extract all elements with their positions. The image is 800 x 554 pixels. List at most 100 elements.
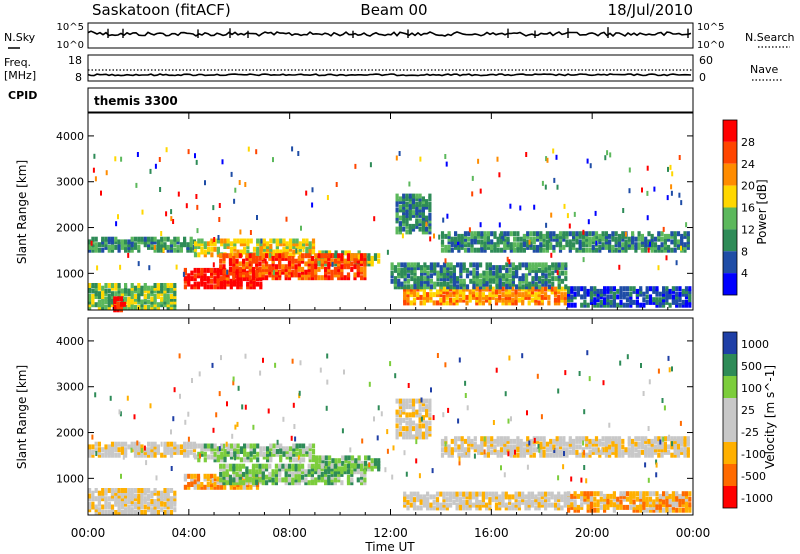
- heatmap-cell: [449, 276, 453, 282]
- heatmap-cell: [516, 452, 520, 458]
- heatmap-cell: [353, 469, 357, 475]
- heatmap-cell: [482, 273, 486, 279]
- freq-panel-frame: [87, 54, 694, 82]
- heatmap-cell: [540, 294, 544, 300]
- heatmap-cell: [676, 242, 681, 248]
- heatmap-cell: [426, 270, 430, 276]
- heatmap-cell: [507, 451, 510, 457]
- heatmap-cell: [274, 264, 278, 270]
- heatmap-cell: [653, 244, 658, 250]
- heatmap-cell: [238, 261, 242, 267]
- heatmap-cell: [219, 463, 223, 469]
- heatmap-cell: [137, 496, 141, 502]
- heatmap-cell: [88, 285, 92, 291]
- heatmap-cell: [269, 246, 273, 252]
- heatmap-cell: [467, 449, 471, 455]
- heatmap-cell: [97, 291, 101, 297]
- heatmap-cell: [670, 190, 673, 196]
- heatmap-cell: [330, 463, 334, 469]
- heatmap-cell: [475, 265, 479, 271]
- heatmap-cell: [137, 239, 141, 245]
- heatmap-cell: [217, 235, 220, 240]
- heatmap-cell: [291, 269, 295, 275]
- heatmap-cell: [405, 401, 409, 407]
- heatmap-cell: [153, 283, 157, 288]
- heatmap-cell: [140, 496, 144, 502]
- colorbar-tick-label: 20: [741, 180, 755, 193]
- heatmap-cell: [477, 231, 481, 237]
- heatmap-cell: [627, 447, 631, 453]
- heatmap-cell: [389, 361, 392, 367]
- heatmap-cell: [492, 273, 496, 279]
- heatmap-cell: [518, 265, 522, 271]
- heatmap-cell: [246, 281, 250, 287]
- heatmap-cell: [485, 505, 489, 511]
- heatmap-cell: [91, 493, 95, 499]
- heatmap-cell: [688, 291, 692, 297]
- heatmap-cell: [207, 454, 211, 460]
- heatmap-cell: [454, 244, 458, 250]
- heatmap-cell: [458, 502, 462, 508]
- heatmap-cell: [531, 276, 535, 282]
- heatmap-cell: [433, 270, 437, 276]
- heatmap-cell: [416, 281, 420, 287]
- heatmap-cell: [416, 278, 420, 284]
- heatmap-cell: [245, 480, 249, 486]
- heatmap-cell: [239, 278, 243, 284]
- heatmap-cell: [327, 261, 331, 267]
- heatmap-cell: [678, 297, 682, 303]
- heatmap-cell: [346, 255, 351, 261]
- heatmap-cell: [160, 247, 164, 253]
- heatmap-cell: [462, 494, 466, 500]
- heatmap-cell: [305, 451, 309, 457]
- heatmap-cell: [94, 247, 98, 253]
- heatmap-cell: [274, 266, 278, 272]
- heatmap-cell: [472, 276, 476, 282]
- heatmap-cell: [156, 501, 160, 507]
- heatmap-cell: [580, 477, 583, 483]
- heatmap-cell: [634, 244, 638, 250]
- heatmap-cell: [150, 236, 154, 242]
- heatmap-cell: [673, 438, 677, 444]
- heatmap-cell: [473, 453, 476, 459]
- heatmap-cell: [673, 242, 677, 248]
- heatmap-cell: [244, 182, 247, 187]
- heatmap-cell: [278, 253, 282, 259]
- heatmap-cell: [169, 294, 174, 299]
- heatmap-cell: [547, 270, 551, 276]
- heatmap-cell: [399, 409, 402, 415]
- heatmap-cell: [524, 499, 528, 505]
- heatmap-cell: [517, 505, 521, 511]
- heatmap-cell: [363, 261, 367, 267]
- heatmap-cell: [405, 404, 409, 410]
- heatmap-cell: [482, 284, 486, 290]
- heatmap-cell: [440, 231, 445, 237]
- heatmap-cell: [248, 275, 252, 281]
- heatmap-cell: [317, 469, 321, 475]
- heatmap-cell: [505, 270, 509, 276]
- heatmap-cell: [491, 497, 495, 503]
- heatmap-cell: [665, 297, 669, 303]
- heatmap-cell: [452, 267, 456, 273]
- heatmap-cell: [291, 463, 295, 469]
- heatmap-cell: [166, 285, 170, 291]
- heatmap-cell: [509, 438, 513, 444]
- heatmap-cell: [519, 236, 523, 242]
- heatmap-cell: [668, 367, 671, 373]
- heatmap-cell: [593, 286, 597, 292]
- heatmap-cell: [119, 301, 123, 307]
- heatmap-cell: [247, 146, 250, 152]
- heatmap-cell: [466, 405, 469, 411]
- heatmap-cell: [252, 281, 256, 287]
- heatmap-cell: [622, 208, 625, 213]
- heatmap-cell: [611, 444, 615, 450]
- heatmap-cell: [153, 504, 157, 510]
- heatmap-cell: [165, 147, 168, 153]
- heatmap-cell: [104, 242, 108, 248]
- heatmap-cell: [398, 226, 402, 232]
- heatmap-cell: [110, 488, 115, 493]
- heatmap-cell: [236, 454, 240, 460]
- heatmap-cell: [663, 449, 667, 455]
- heatmap-cell: [547, 502, 551, 508]
- heatmap-cell: [213, 241, 217, 247]
